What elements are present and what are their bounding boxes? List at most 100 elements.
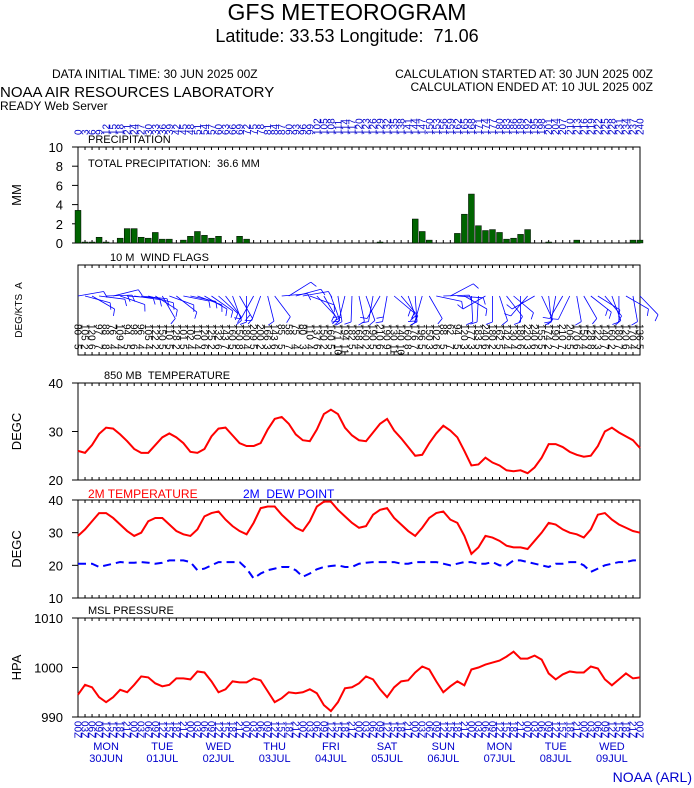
top-hour-label: 210 [565, 118, 576, 135]
wind-speed: 5 [563, 344, 574, 350]
day-name: TUE [151, 741, 173, 753]
x-hour-label: 00Z [577, 721, 588, 738]
wind-speed: 4 [353, 344, 364, 350]
wind-direction: 94 [121, 324, 132, 336]
wind-speed: 5 [451, 344, 462, 350]
wind-direction: 143 [219, 324, 230, 341]
x-hour-label: 12Z [381, 721, 392, 738]
wind-speed: 5 [72, 344, 83, 350]
wind-speed: 5 [345, 344, 356, 350]
x-hour-label: 15Z [275, 721, 286, 738]
x-hour-label: 12Z [549, 721, 560, 738]
wind-direction: 183 [472, 324, 483, 341]
wind-direction: 162 [493, 324, 504, 341]
panel-frame [77, 617, 641, 718]
x-hour-label: 15Z [444, 721, 455, 738]
wind-direction: 180 [514, 324, 525, 341]
wind-speed: 6 [212, 344, 223, 350]
top-hour-label: 51 [193, 123, 204, 135]
x-hour-label: 12Z [156, 721, 167, 738]
x-hour-label: 21Z [402, 721, 413, 738]
top-hour-label: 165 [460, 118, 471, 135]
x-hour-label: 00Z [353, 721, 364, 738]
wind-speed: 10 [395, 344, 406, 356]
x-hour-label: 12Z [324, 721, 335, 738]
wind-speed: 3 [521, 344, 532, 350]
x-hour-label: 00Z [184, 721, 195, 738]
y-axis-label: DEGC [9, 530, 24, 568]
wind-speed: 6 [514, 344, 525, 350]
wind-speed: 8 [402, 344, 413, 350]
precip-bar [95, 236, 103, 244]
wind-speed: 6 [479, 344, 490, 350]
top-hour-label: 150 [425, 118, 436, 135]
wind-speed: 3 [423, 344, 434, 350]
wind-direction: 206 [563, 324, 574, 341]
wind-speed: 3 [591, 344, 602, 350]
day-date: 01JUL [146, 753, 178, 765]
x-hour-label: 03Z [584, 721, 595, 738]
wind-speed: 2 [542, 344, 553, 350]
footer: NOAA (ARL) [613, 769, 692, 785]
top-hour-label: 135 [390, 118, 401, 135]
wind-barb [244, 295, 262, 321]
wind-direction: 150 [156, 324, 167, 341]
wind-speed: 3 [261, 344, 272, 350]
wind-barb [375, 295, 388, 324]
top-hour-label: 174 [481, 118, 492, 135]
wind-direction: 143 [268, 324, 279, 341]
wind-barb [597, 295, 621, 317]
top-hour-label: 207 [558, 118, 569, 135]
wind-barb [506, 295, 535, 310]
panel-title: MSL PRESSURE [88, 605, 174, 617]
title: GFS METEOROGRAM [228, 0, 467, 25]
y-tick-label: 10 [49, 591, 63, 606]
x-hour-label: 06Z [367, 721, 378, 738]
wind-speed: 4 [191, 344, 202, 350]
x-hour-label: 06Z [591, 721, 602, 738]
precip-bar [496, 232, 503, 244]
wind-speed: 3 [465, 344, 476, 350]
wind-direction: 160 [226, 324, 237, 341]
y-axis-label: DEG/KTS A [14, 282, 25, 338]
wind-direction: 132 [212, 324, 223, 341]
wind-direction: 180 [486, 324, 497, 341]
top-hour-label: 99 [305, 123, 316, 135]
wind-speed: 3 [296, 344, 307, 350]
calc-ended: CALCULATION ENDED AT: 10 JUL 2025 00Z [410, 80, 653, 94]
x-hour-label: 21Z [458, 721, 469, 738]
wind-direction: 160 [360, 324, 371, 341]
top-hour-label: 81 [263, 123, 274, 135]
wind-speed: 5 [226, 344, 237, 350]
wind-direction: 209 [247, 324, 258, 341]
x-hour-label: 18Z [170, 721, 181, 738]
wind-barb [450, 283, 479, 297]
wind-speed: 4 [107, 344, 118, 350]
x-hour-label: 00Z [128, 721, 139, 738]
wind-direction: 80 [296, 324, 307, 336]
wind-direction: 182 [345, 324, 356, 341]
precip-bar [524, 229, 531, 244]
wind-direction: 196 [416, 324, 427, 341]
x-hour-label: 03Z [528, 721, 539, 738]
top-hour-label: 240 [636, 118, 647, 135]
wind-speed: 3 [458, 344, 469, 350]
y-tick-label: 40 [49, 493, 63, 508]
precip-bar [102, 241, 110, 244]
wind-direction: 109 [114, 324, 125, 341]
precip-bar [208, 237, 215, 244]
series-line [77, 500, 641, 556]
top-hour-label: 93 [291, 123, 302, 135]
wind-barb [513, 295, 534, 320]
wind-speed: 2 [254, 344, 265, 350]
wind-speed: 5 [472, 344, 483, 350]
precip-bar [138, 236, 145, 244]
wind-speed: 2 [486, 344, 497, 350]
wind-direction: 101 [177, 324, 188, 341]
top-hour-label: 21 [123, 123, 134, 135]
wind-speed: 4 [626, 344, 637, 350]
wind-direction: 122 [149, 324, 160, 341]
top-hour-label: 33 [151, 123, 162, 135]
top-hour-label: 9 [95, 129, 106, 135]
